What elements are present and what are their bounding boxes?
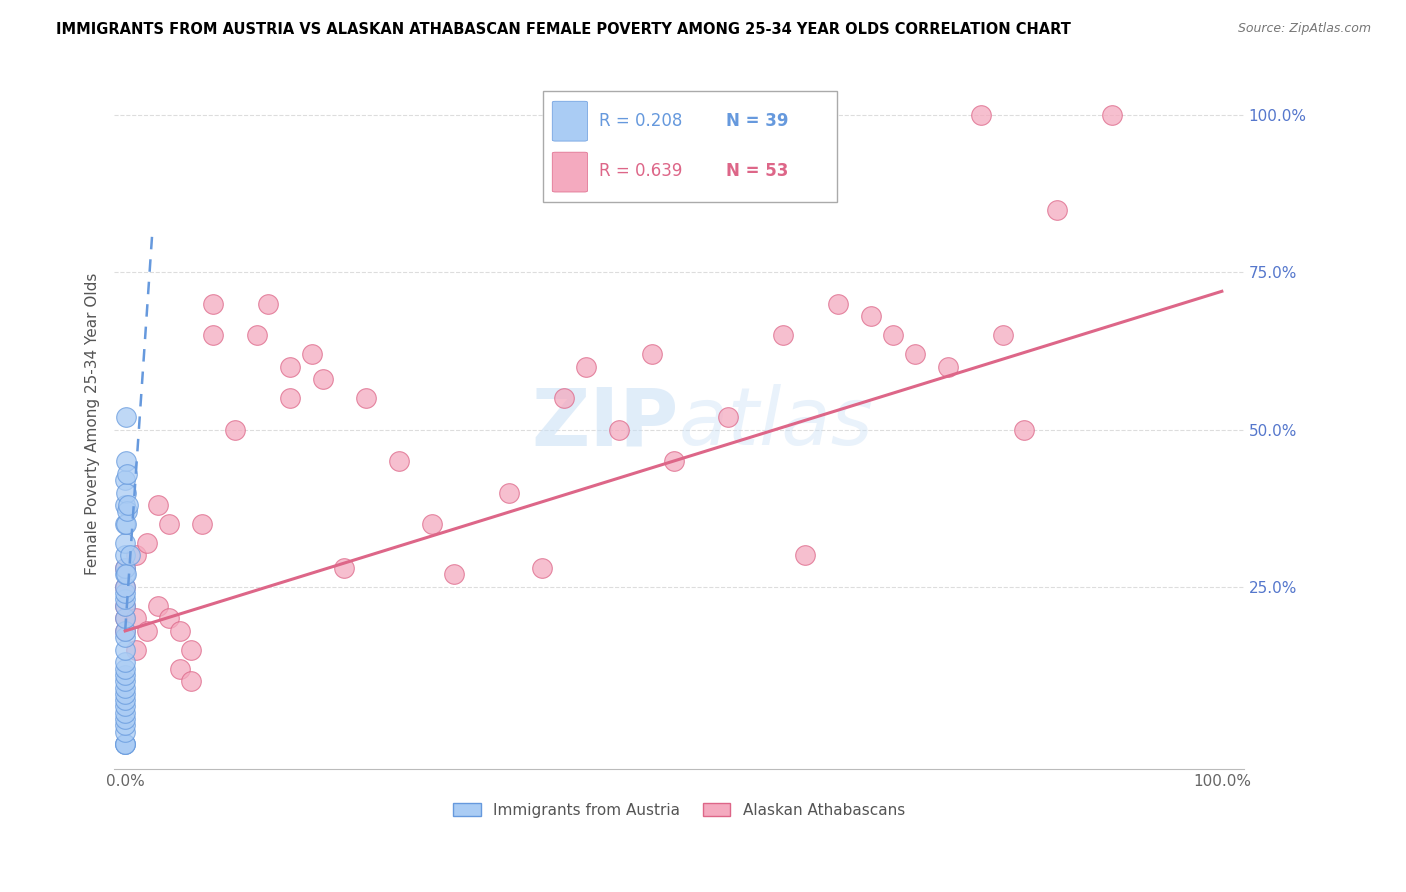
Point <box>256 297 278 311</box>
Point <box>301 347 323 361</box>
Point <box>246 328 269 343</box>
Point <box>169 624 191 638</box>
Point <box>115 485 138 500</box>
Point <box>136 624 159 638</box>
Point <box>114 611 136 625</box>
Point <box>118 549 141 563</box>
Point <box>157 611 180 625</box>
Point <box>575 359 598 374</box>
Point <box>114 592 136 607</box>
Point <box>115 567 138 582</box>
Point <box>969 108 991 122</box>
Point <box>114 536 136 550</box>
Point <box>311 372 333 386</box>
Point <box>640 347 662 361</box>
Point <box>114 630 136 644</box>
Point <box>114 561 136 575</box>
Point <box>114 580 136 594</box>
Point <box>114 718 136 732</box>
Point <box>114 580 136 594</box>
Point <box>114 473 136 487</box>
Point <box>936 359 959 374</box>
Point <box>114 706 136 720</box>
Point <box>553 391 575 405</box>
Point <box>420 516 443 531</box>
Point <box>114 687 136 701</box>
Point <box>114 516 136 531</box>
Point <box>180 674 202 689</box>
Point <box>114 699 136 714</box>
Point <box>117 498 139 512</box>
Point <box>991 328 1014 343</box>
Y-axis label: Female Poverty Among 25-34 Year Olds: Female Poverty Among 25-34 Year Olds <box>86 272 100 574</box>
Point <box>125 642 148 657</box>
Point <box>125 611 148 625</box>
Point <box>356 391 378 405</box>
Point <box>201 328 224 343</box>
Point <box>882 328 904 343</box>
Point <box>114 567 136 582</box>
Point <box>114 737 136 751</box>
Point <box>114 611 136 625</box>
Point <box>772 328 794 343</box>
Point <box>114 624 136 638</box>
Point <box>498 485 520 500</box>
Point <box>125 549 148 563</box>
Point <box>114 586 136 600</box>
Text: atlas: atlas <box>679 384 873 462</box>
Point <box>115 410 138 425</box>
Text: Source: ZipAtlas.com: Source: ZipAtlas.com <box>1237 22 1371 36</box>
Point <box>530 561 553 575</box>
Point <box>117 467 139 481</box>
Point <box>114 737 136 751</box>
Point <box>114 656 136 670</box>
Point <box>114 624 136 638</box>
Point <box>114 662 136 676</box>
Point <box>859 310 882 324</box>
Point <box>388 454 411 468</box>
Point <box>115 454 138 468</box>
Point <box>114 724 136 739</box>
Point <box>201 297 224 311</box>
Point <box>114 668 136 682</box>
Point <box>114 737 136 751</box>
Point <box>794 549 817 563</box>
Point <box>114 561 136 575</box>
Point <box>114 599 136 613</box>
Point <box>169 662 191 676</box>
Point <box>114 642 136 657</box>
Point <box>114 693 136 707</box>
Point <box>114 681 136 695</box>
Point <box>115 516 138 531</box>
Point <box>146 498 169 512</box>
Point <box>224 423 246 437</box>
Point <box>146 599 169 613</box>
Point <box>117 504 139 518</box>
Point <box>662 454 685 468</box>
Text: IMMIGRANTS FROM AUSTRIA VS ALASKAN ATHABASCAN FEMALE POVERTY AMONG 25-34 YEAR OL: IMMIGRANTS FROM AUSTRIA VS ALASKAN ATHAB… <box>56 22 1071 37</box>
Point <box>136 536 159 550</box>
Point <box>1046 202 1069 217</box>
Point <box>114 498 136 512</box>
Legend: Immigrants from Austria, Alaskan Athabascans: Immigrants from Austria, Alaskan Athabas… <box>447 797 911 824</box>
Point <box>278 391 301 405</box>
Point <box>114 599 136 613</box>
Point <box>114 712 136 726</box>
Point <box>827 297 849 311</box>
Point <box>114 549 136 563</box>
Point <box>1014 423 1036 437</box>
Point <box>443 567 465 582</box>
Point <box>904 347 927 361</box>
Text: ZIP: ZIP <box>531 384 679 462</box>
Point <box>278 359 301 374</box>
Point <box>717 410 740 425</box>
Point <box>333 561 356 575</box>
Point <box>607 423 630 437</box>
Point <box>191 516 214 531</box>
Point <box>157 516 180 531</box>
Point <box>114 674 136 689</box>
Point <box>1101 108 1123 122</box>
Point <box>180 642 202 657</box>
